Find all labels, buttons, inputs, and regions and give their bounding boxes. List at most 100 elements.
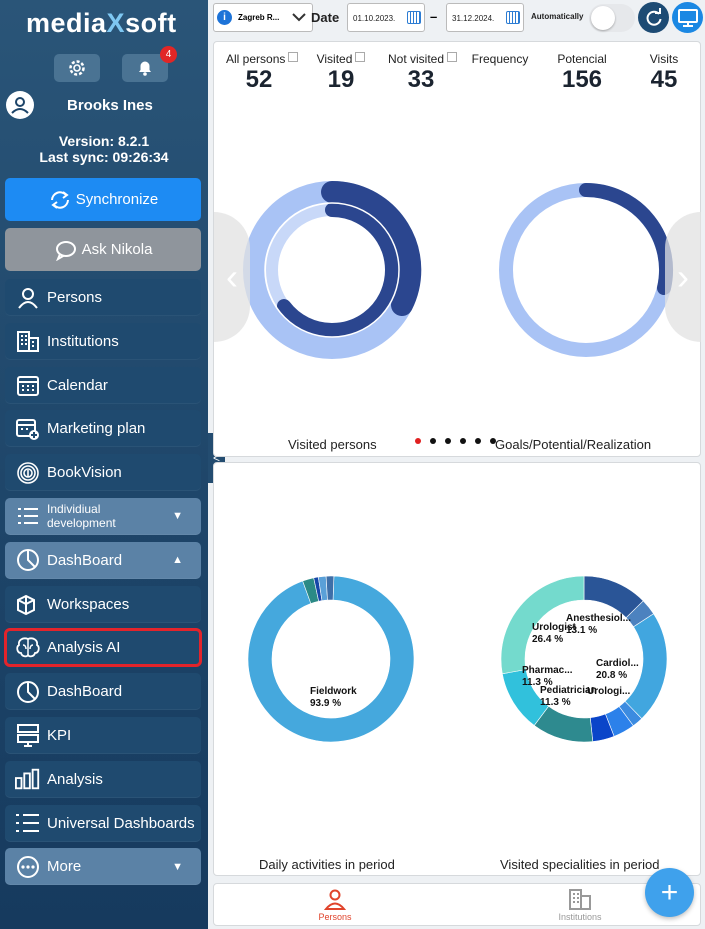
cubes-icon — [17, 594, 35, 616]
gear-icon — [69, 60, 85, 76]
label-urologi: Urologi... — [587, 686, 631, 697]
chevron-down-icon: ▼ — [172, 510, 183, 523]
user-icon — [11, 97, 29, 114]
nav-dashboard[interactable]: DashBoard — [5, 673, 201, 711]
carousel-prev-button[interactable]: ‹ — [214, 212, 250, 342]
date-label: Date — [311, 10, 340, 25]
main-nav: Persons Institutions Calendar Marketing … — [4, 279, 202, 892]
chevron-left-icon: ‹ — [226, 256, 238, 297]
goals-ring-segment — [579, 183, 673, 295]
user-name: Brooks Ines — [67, 96, 153, 114]
date-from-field[interactable]: 01.10.2023. — [347, 3, 425, 32]
add-button[interactable]: + — [645, 868, 694, 917]
nav-kpi[interactable]: KPI — [5, 716, 201, 754]
more-icon — [17, 855, 39, 878]
stat-visited[interactable]: Visited 19 — [313, 52, 369, 94]
display-button[interactable] — [672, 2, 703, 33]
tab-persons[interactable]: Persons — [295, 888, 375, 922]
calendar-icon[interactable] — [506, 11, 520, 24]
toolbar: i Zagreb R... Date 01.10.2023. – 31.12.2… — [208, 0, 705, 36]
label-cardiologist: Cardiol... 20.8 % — [596, 658, 639, 681]
person-icon — [323, 889, 347, 910]
label-fieldwork: Fieldwork 93.9 % — [310, 686, 357, 709]
stat-potencial: Potencial 156 — [557, 52, 607, 93]
date-separator: – — [430, 9, 438, 24]
user-profile[interactable]: Brooks Ines — [6, 90, 208, 120]
pie-icon — [17, 549, 39, 572]
stat-all-persons[interactable]: All persons 52 — [226, 52, 299, 94]
external-link-icon — [447, 52, 458, 62]
stats-row: All persons 52 Visited 19 Not visited 33… — [214, 52, 700, 102]
calendar-icon — [17, 376, 39, 397]
sidebar: mediaXsoft 4 Brooks Ines Version: 8.2.1 — [0, 0, 208, 929]
automatically-toggle[interactable] — [589, 4, 635, 32]
info-icon: i — [217, 10, 232, 25]
refresh-icon — [646, 7, 661, 26]
fingerprint-icon — [17, 461, 39, 484]
chevron-down-icon: ▼ — [172, 860, 183, 873]
visited-persons-chart — [243, 180, 422, 359]
carousel-dot[interactable] — [430, 438, 436, 444]
nav-institutions[interactable]: Institutions — [5, 322, 201, 360]
nav-individual-development[interactable]: Individiual development ▼ — [5, 497, 201, 535]
refresh-button[interactable] — [638, 2, 669, 33]
building-icon — [17, 331, 39, 353]
nav-analysis-ai[interactable]: Analysis AI — [4, 628, 202, 668]
notifications-button[interactable]: 4 — [122, 46, 177, 82]
nav-more[interactable]: More ▼ — [5, 848, 201, 886]
list-icon — [18, 508, 38, 525]
settings-button[interactable] — [54, 54, 100, 82]
label-pharmacist: Pharmac... 11.3 % — [522, 665, 573, 688]
ring-inner-segment — [277, 203, 399, 337]
nav-universal-dashboards[interactable]: Universal Dashboards — [5, 804, 201, 842]
automatically-label: Automatically — [531, 12, 584, 21]
carousel-dot[interactable] — [415, 438, 421, 444]
ask-nikola-button[interactable]: Ask Nikola — [5, 228, 201, 271]
nav-workspaces[interactable]: Workspaces — [5, 585, 201, 623]
brain-icon — [16, 637, 40, 658]
nav-bookvision[interactable]: BookVision — [5, 454, 201, 492]
bell-icon — [139, 61, 151, 76]
nav-analysis[interactable]: Analysis — [5, 760, 201, 798]
bars-icon — [15, 769, 40, 790]
pie-slice[interactable] — [325, 575, 335, 601]
chat-bubble-icon — [55, 240, 76, 261]
carousel-dot[interactable] — [475, 438, 481, 444]
ring-divider — [264, 202, 400, 338]
list-icon — [16, 814, 39, 833]
external-link-icon — [288, 52, 299, 62]
nav-marketing-plan[interactable]: Marketing plan — [5, 410, 201, 448]
external-link-icon — [355, 52, 366, 62]
pie-icon — [17, 680, 39, 703]
pie-slice[interactable] — [247, 575, 415, 743]
date-to-field[interactable]: 31.12.2024. — [446, 3, 524, 32]
synchronize-button[interactable]: Synchronize — [5, 178, 201, 221]
caption-goals: Goals/Potential/Realization — [495, 437, 652, 452]
label-pediatrician: Pediatrician 11.3 % — [540, 685, 597, 708]
stat-not-visited[interactable]: Not visited 33 — [388, 52, 458, 94]
caption-visited-persons: Visited persons — [288, 437, 377, 452]
tab-institutions[interactable]: Institutions — [540, 888, 620, 922]
goals-chart — [499, 183, 673, 357]
nav-persons[interactable]: Persons — [5, 279, 201, 316]
chevron-down-icon — [292, 13, 306, 22]
calendar-plus-icon — [16, 418, 39, 440]
chevron-up-icon: ▲ — [172, 554, 183, 567]
carousel-next-button[interactable]: › — [665, 212, 701, 342]
bottom-tabbar: Persons Institutions — [213, 883, 701, 926]
pie-slice[interactable] — [500, 575, 585, 675]
stat-frequency: Frequency — [471, 52, 529, 66]
logo: mediaXsoft — [26, 8, 177, 38]
nav-dashboard-group[interactable]: DashBoard ▲ — [5, 541, 201, 579]
nav-calendar[interactable]: Calendar — [5, 366, 201, 404]
carousel-dot[interactable] — [490, 438, 496, 444]
location-select[interactable]: i Zagreb R... — [213, 3, 313, 32]
label-urologist: Urologist 26.4 % — [532, 622, 576, 645]
carousel-dot[interactable] — [460, 438, 466, 444]
sync-icon — [50, 190, 69, 209]
carousel-dots — [415, 438, 496, 444]
version-info: Version: 8.2.1 Last sync: 09:26:34 — [39, 133, 169, 165]
avatar — [6, 91, 34, 119]
carousel-dot[interactable] — [445, 438, 451, 444]
calendar-icon[interactable] — [407, 11, 421, 24]
